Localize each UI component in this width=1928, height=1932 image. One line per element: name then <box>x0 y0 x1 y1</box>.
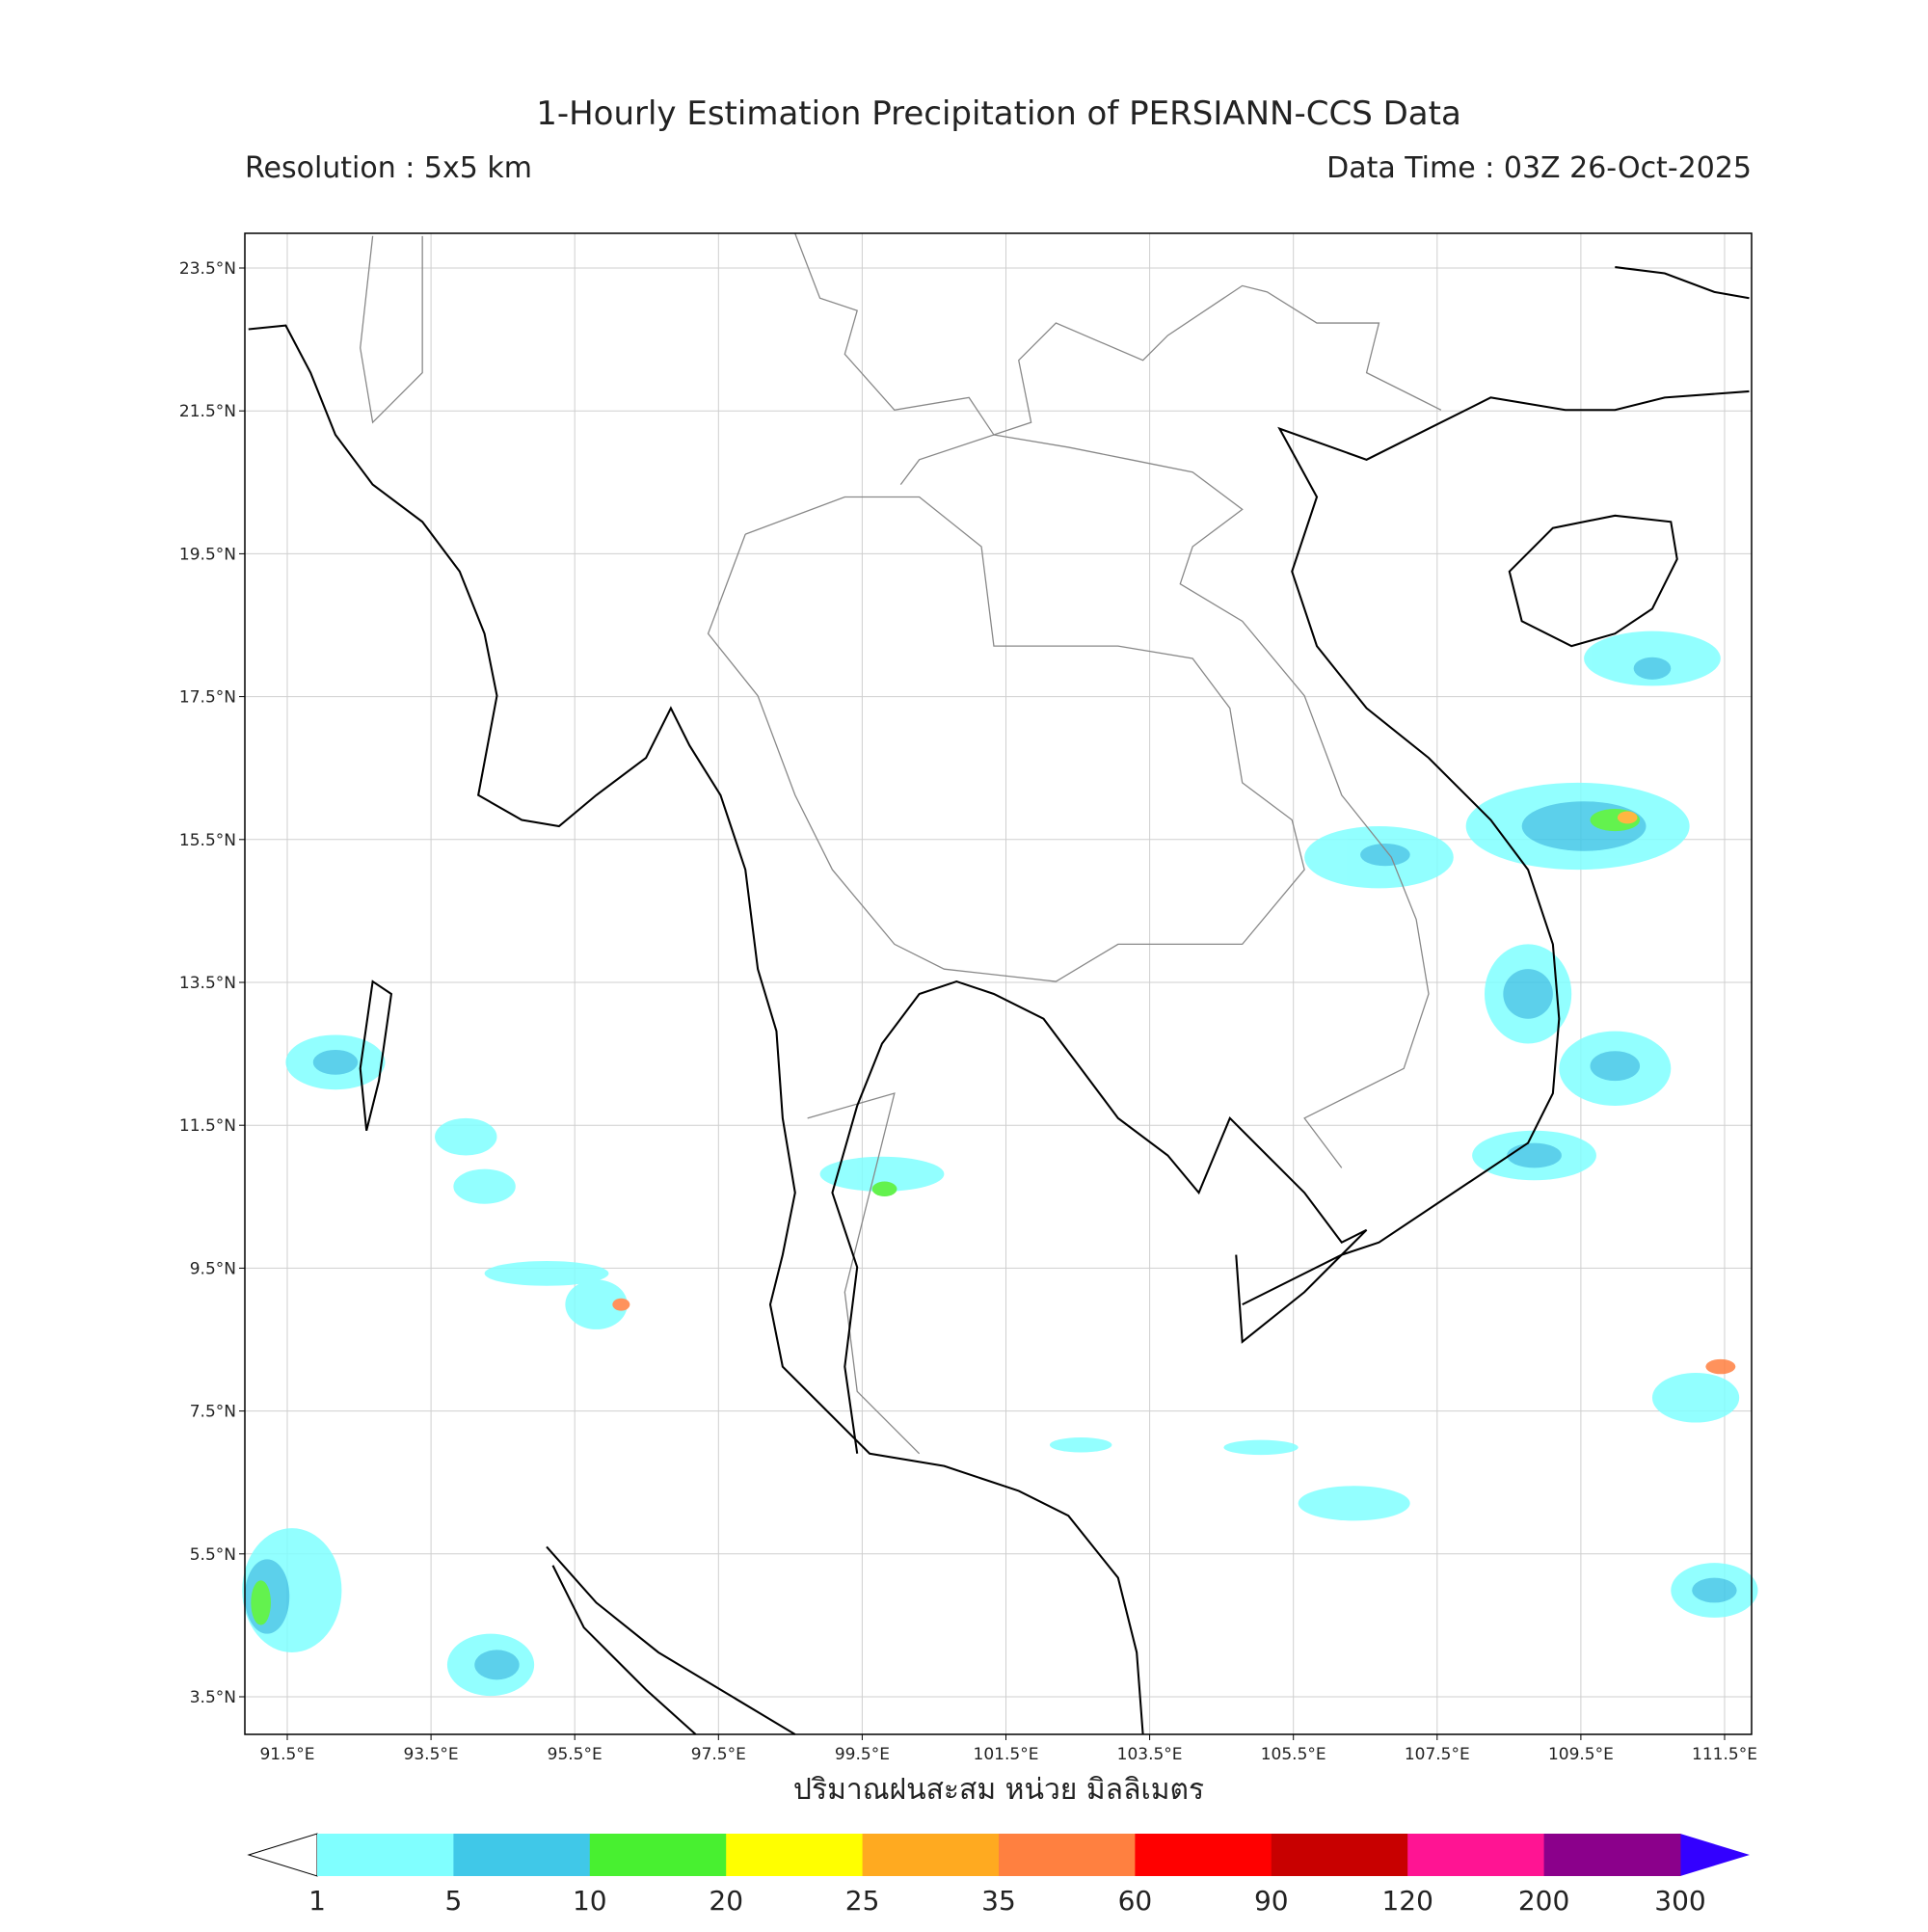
lat-label: 21.5°N <box>179 402 236 421</box>
colorbar-over <box>1680 1834 1750 1876</box>
colorbar-bin <box>589 1834 727 1876</box>
lon-label: 91.5°E <box>259 1745 314 1764</box>
title: 1-Hourly Estimation Precipitation of PER… <box>536 94 1461 133</box>
colorbar-bin <box>1271 1834 1408 1876</box>
coastlines <box>248 266 1750 1735</box>
lat-label: 11.5°N <box>179 1116 236 1136</box>
colorbar-label: 300 <box>1654 1885 1705 1917</box>
map-drawing <box>242 233 1758 1735</box>
borders <box>360 233 1442 1455</box>
colorbar-under <box>247 1833 318 1877</box>
lon-label: 99.5°E <box>835 1745 890 1764</box>
colorbar-label: 35 <box>981 1885 1016 1917</box>
map-frame <box>244 232 1753 1735</box>
lon-labels: 91.5°E 93.5°E 95.5°E 97.5°E 99.5°E 101.5°E 103… <box>259 1734 1757 1764</box>
lon-label: 107.5°E <box>1405 1745 1470 1764</box>
colorbar-label: 5 <box>444 1885 462 1917</box>
lat-label: 7.5°N <box>190 1403 236 1422</box>
colorbar-bin <box>999 1834 1136 1876</box>
colorbar-label: 200 <box>1518 1885 1569 1917</box>
colorbar-label: 120 <box>1381 1885 1433 1917</box>
lon-label: 101.5°E <box>974 1745 1039 1764</box>
colorbar: 1 5 10 20 25 35 60 90 120 200 300 <box>247 1833 1750 1917</box>
lat-labels: 23.5°N 21.5°N 19.5°N 17.5°N 15.5°N 13.5°N 11.5… <box>179 259 245 1707</box>
lat-label: 23.5°N <box>179 259 236 279</box>
colorbar-bin <box>862 1834 1000 1876</box>
colorbar-label: 60 <box>1118 1885 1153 1917</box>
lat-label: 3.5°N <box>190 1688 236 1707</box>
lon-label: 105.5°E <box>1261 1745 1326 1764</box>
grid <box>245 233 1752 1734</box>
colorbar-bin <box>726 1834 864 1876</box>
lat-label: 9.5°N <box>190 1259 236 1278</box>
lon-label: 109.5°E <box>1548 1745 1614 1764</box>
lon-label: 95.5°E <box>548 1745 602 1764</box>
colorbar-label: 10 <box>573 1885 607 1917</box>
colorbar-bin <box>1543 1834 1681 1876</box>
resolution: Resolution : 5x5 km <box>245 151 532 185</box>
lon-label: 103.5°E <box>1117 1745 1183 1764</box>
colorbar-bin <box>317 1834 454 1876</box>
lat-label: 13.5°N <box>179 974 236 993</box>
data-time: Data Time : 03Z 26-Oct-2025 <box>1326 151 1752 185</box>
colorbar-label: 90 <box>1254 1885 1289 1917</box>
lon-label: 97.5°E <box>691 1745 746 1764</box>
colorbar-label: 25 <box>845 1885 880 1917</box>
colorbar-bin <box>453 1834 591 1876</box>
colorbar-bin <box>1407 1834 1545 1876</box>
lon-label: 111.5°E <box>1692 1745 1757 1764</box>
colorbar-label: 20 <box>709 1885 743 1917</box>
lat-label: 15.5°N <box>179 831 236 850</box>
precipitation <box>242 631 1758 1697</box>
x-label: ปริมาณฝนสะสม หน่วย มิลลิเมตร <box>793 1773 1204 1807</box>
lat-label: 19.5°N <box>179 545 236 564</box>
lon-label: 93.5°E <box>404 1745 459 1764</box>
lat-label: 17.5°N <box>179 688 236 708</box>
lat-label: 5.5°N <box>190 1545 236 1565</box>
colorbar-bin <box>1135 1834 1272 1876</box>
colorbar-label: 1 <box>308 1885 326 1917</box>
